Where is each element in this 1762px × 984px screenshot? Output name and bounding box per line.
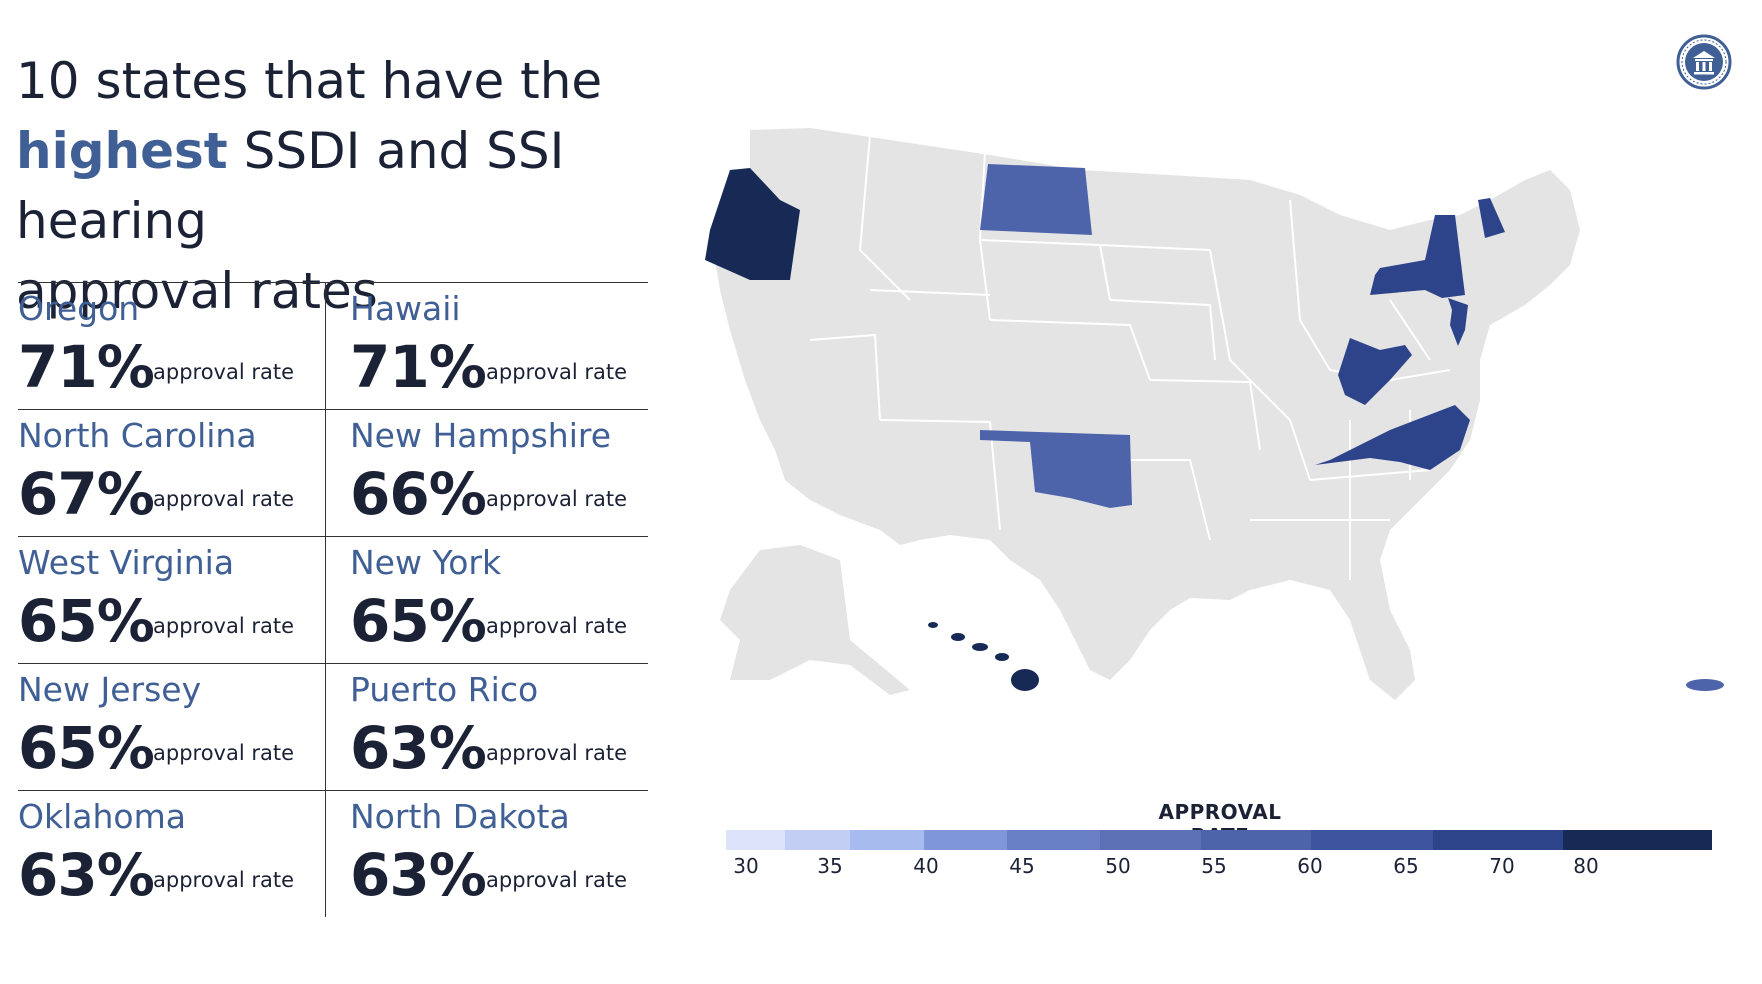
state-name: Puerto Rico xyxy=(350,670,539,709)
page-title: 10 states that have the highest SSDI and… xyxy=(16,46,736,326)
state-name: West Virginia xyxy=(18,543,235,582)
legend-tick-label: 50 xyxy=(1105,854,1131,878)
state-rate: 63% xyxy=(18,841,155,909)
legend-tick-label: 65 xyxy=(1393,854,1419,878)
state-card-west-virginia: West Virginia 65% approval rate xyxy=(18,536,325,663)
state-name: Oregon xyxy=(18,289,140,328)
us-choropleth-map xyxy=(705,128,1724,700)
state-card-hawaii: Hawaii 71% approval rate xyxy=(325,282,648,409)
legend-swatch xyxy=(1432,830,1564,850)
state-oregon xyxy=(705,168,800,280)
state-oklahoma xyxy=(980,430,1132,508)
state-borders xyxy=(809,134,1451,580)
state-name: North Dakota xyxy=(350,797,570,836)
rate-suffix: approval rate xyxy=(153,487,295,511)
rate-suffix: approval rate xyxy=(486,868,628,892)
state-rate: 63% xyxy=(350,714,487,782)
legend-tick-label: 45 xyxy=(1009,854,1035,878)
rate-suffix: approval rate xyxy=(486,614,628,638)
title-rest: SSDI and SSI hearing xyxy=(16,122,565,250)
state-name: New Hampshire xyxy=(350,416,612,455)
rate-suffix: approval rate xyxy=(153,360,295,384)
title-highlight: highest xyxy=(16,122,228,180)
state-rate: 65% xyxy=(18,714,155,782)
title-line-3: approval rates xyxy=(16,262,378,320)
legend-swatch xyxy=(726,830,785,850)
state-name: Oklahoma xyxy=(18,797,186,836)
state-rate: 66% xyxy=(350,460,487,528)
title-line-2: highest SSDI and SSI hearing xyxy=(16,116,736,256)
state-hawaii xyxy=(928,622,1039,691)
legend-tick-label: 55 xyxy=(1201,854,1227,878)
rate-suffix: approval rate xyxy=(486,741,628,765)
legend-swatch xyxy=(1311,830,1433,850)
legend-color-bar xyxy=(726,830,1712,850)
state-north-dakota xyxy=(980,164,1092,235)
territory-puerto-rico xyxy=(1686,679,1724,691)
state-north-carolina xyxy=(1315,405,1470,470)
state-rate: 63% xyxy=(350,841,487,909)
legend-swatch xyxy=(1099,830,1201,850)
seal-logo-icon xyxy=(1676,34,1732,90)
state-card-oregon: Oregon 71% approval rate xyxy=(18,282,325,409)
state-new-jersey xyxy=(1448,298,1468,346)
legend-swatch xyxy=(1200,830,1312,850)
legend-tick-label: 35 xyxy=(817,854,843,878)
legend-tick-label: 70 xyxy=(1489,854,1515,878)
state-new-york xyxy=(1370,215,1465,298)
legend-ticks: 30 35 40 45 50 55 60 65 70 80 xyxy=(726,854,1712,880)
state-card-new-hampshire: New Hampshire 66% approval rate xyxy=(325,409,648,536)
legend-tick-label: 40 xyxy=(913,854,939,878)
state-card-north-carolina: North Carolina 67% approval rate xyxy=(18,409,325,536)
state-name: Hawaii xyxy=(350,289,461,328)
state-west-virginia xyxy=(1338,338,1412,405)
legend-swatch xyxy=(784,830,850,850)
state-rate: 71% xyxy=(350,333,487,401)
state-rate: 71% xyxy=(18,333,155,401)
state-rate: 65% xyxy=(18,587,155,655)
mainland-us xyxy=(715,128,1580,700)
state-card-north-dakota: North Dakota 63% approval rate xyxy=(325,790,648,917)
rate-suffix: approval rate xyxy=(486,360,628,384)
state-card-new-jersey: New Jersey 65% approval rate xyxy=(18,663,325,790)
legend-swatch xyxy=(924,830,1008,850)
states-table: Oregon 71% approval rate Hawaii 71% appr… xyxy=(18,282,648,917)
state-alaska xyxy=(720,545,910,695)
legend-swatch xyxy=(1007,830,1100,850)
state-name: New York xyxy=(350,543,502,582)
legend-swatch xyxy=(849,830,925,850)
state-name: New Jersey xyxy=(18,670,202,709)
state-new-hampshire xyxy=(1478,198,1505,238)
state-card-oklahoma: Oklahoma 63% approval rate xyxy=(18,790,325,917)
state-rate: 67% xyxy=(18,460,155,528)
rate-suffix: approval rate xyxy=(153,741,295,765)
state-rate: 65% xyxy=(350,587,487,655)
legend-tick-label: 30 xyxy=(733,854,759,878)
rate-suffix: approval rate xyxy=(153,868,295,892)
state-name: North Carolina xyxy=(18,416,257,455)
rate-suffix: approval rate xyxy=(153,614,295,638)
legend-tick-label: 80 xyxy=(1573,854,1599,878)
state-card-new-york: New York 65% approval rate xyxy=(325,536,648,663)
legend-swatch xyxy=(1563,830,1712,850)
legend-tick-label: 60 xyxy=(1297,854,1323,878)
title-line-1: 10 states that have the xyxy=(16,52,603,110)
rate-suffix: approval rate xyxy=(486,487,628,511)
state-card-puerto-rico: Puerto Rico 63% approval rate xyxy=(325,663,648,790)
